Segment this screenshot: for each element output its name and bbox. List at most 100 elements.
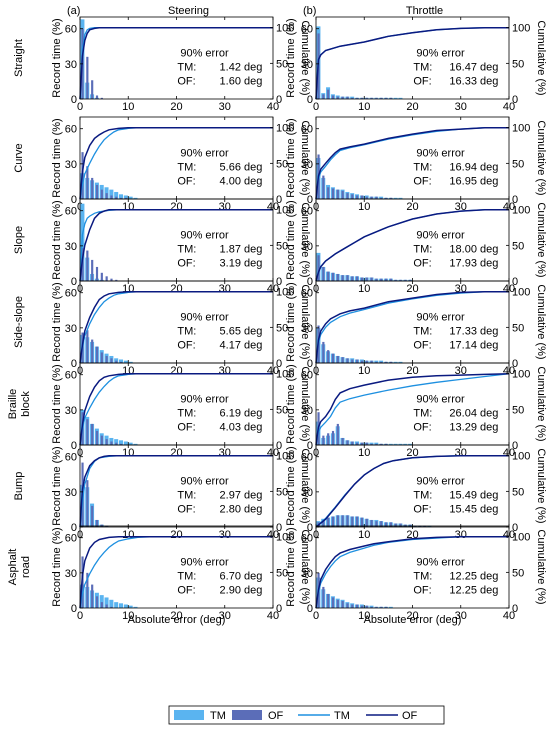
- of-cumulative-line: [79, 290, 273, 364]
- of-bar: [322, 519, 325, 527]
- annotation-of-value: 16.33 deg: [449, 75, 498, 87]
- y-left-label: Record time (%): [285, 200, 297, 279]
- annotation-of-value: 4.17 deg: [220, 339, 263, 351]
- annotation-tm-value: 5.66 deg: [220, 161, 263, 173]
- row-label-5: Bump: [13, 472, 25, 501]
- column-title-1: Throttle: [406, 5, 443, 17]
- tm-bar: [427, 525, 432, 527]
- of-cumulative-line: [315, 126, 509, 200]
- of-bar: [95, 519, 99, 527]
- y-left-tick-label: 60: [301, 533, 313, 545]
- of-bar: [91, 80, 94, 99]
- of-bar: [351, 516, 354, 527]
- x-tick-label: 20: [406, 447, 418, 459]
- annotation-of-label: OF:: [177, 175, 195, 187]
- annotation-header: 90% error: [180, 311, 229, 323]
- x-tick-label: 30: [455, 101, 467, 113]
- y-right-tick-label: 0: [512, 522, 518, 534]
- y-left-tick-label: 30: [301, 59, 313, 71]
- annotation-header: 90% error: [180, 47, 229, 59]
- of-bar: [336, 96, 339, 99]
- of-bar: [336, 599, 339, 608]
- of-bar: [370, 360, 373, 363]
- of-bar: [115, 279, 118, 281]
- of-bar: [110, 195, 113, 199]
- annotation-tm-label: TM:: [413, 243, 432, 255]
- of-bar: [331, 272, 335, 281]
- x-tick-label: 0: [313, 101, 319, 113]
- of-bar: [351, 441, 354, 445]
- of-cumulative-line: [315, 290, 509, 364]
- x-tick-label: 20: [170, 101, 182, 113]
- x-tick-label: 20: [406, 610, 418, 622]
- tm-bar: [99, 595, 104, 608]
- y-right-tick-label: 100: [276, 287, 294, 299]
- of-bar: [95, 95, 99, 99]
- of-bar: [360, 605, 364, 608]
- annotation-header: 90% error: [416, 556, 465, 568]
- row-label-3: Side-slope: [13, 296, 25, 348]
- of-bar: [327, 350, 330, 363]
- of-bar: [110, 278, 113, 281]
- y-right-label: Cumulative (%): [535, 20, 547, 95]
- annotation-header: 90% error: [180, 147, 229, 159]
- annotation-of-value: 4.03 deg: [220, 421, 263, 433]
- of-bar: [86, 480, 89, 527]
- x-tick-label: 30: [455, 201, 467, 213]
- y-left-label: Record time (%): [285, 118, 297, 197]
- annotation-header: 90% error: [180, 229, 229, 241]
- annotation-tm-value: 18.00 deg: [449, 243, 498, 255]
- of-bar: [86, 250, 89, 281]
- tm-bar: [123, 604, 128, 608]
- y-left-tick-label: 60: [301, 452, 313, 464]
- annotation-tm-value: 17.33 deg: [449, 325, 498, 337]
- of-bar: [86, 572, 89, 608]
- annotation-of-label: OF:: [413, 257, 431, 269]
- of-bar: [380, 278, 383, 281]
- of-bar: [100, 272, 103, 281]
- of-bar: [380, 443, 383, 445]
- of-bar: [346, 603, 349, 608]
- y-left-tick-label: 30: [65, 241, 77, 253]
- x-tick-label: 30: [219, 529, 231, 541]
- tm-bar: [408, 443, 413, 445]
- of-bar: [327, 433, 330, 445]
- x-tick-label: 0: [77, 101, 83, 113]
- of-bar: [380, 606, 383, 608]
- row-label-text: Straight: [13, 39, 25, 77]
- of-bar: [331, 430, 335, 445]
- y-right-label: Cumulative (%): [535, 529, 547, 604]
- y-left-tick-label: 60: [65, 124, 77, 136]
- annotation-of-label: OF:: [177, 75, 195, 87]
- annotation-of-label: OF:: [177, 421, 195, 433]
- x-tick-label: 40: [503, 101, 515, 113]
- y-right-tick-label: 100: [276, 451, 294, 463]
- annotation-tm-value: 1.42 deg: [220, 61, 263, 73]
- tm-bar: [109, 189, 114, 199]
- of-bar: [375, 97, 378, 99]
- annotation-tm-label: TM:: [413, 570, 432, 582]
- tm-cumulative-line: [315, 373, 510, 446]
- of-bar: [380, 97, 383, 99]
- of-bar: [370, 519, 373, 527]
- of-bar: [341, 437, 344, 445]
- annotation-of-value: 4.00 deg: [220, 175, 263, 187]
- of-cumulative-line: [79, 126, 273, 200]
- annotation-of-label: OF:: [177, 584, 195, 596]
- of-bar: [365, 442, 368, 445]
- of-bar: [100, 189, 103, 199]
- x-tick-label: 40: [267, 610, 279, 622]
- tm-bar: [119, 603, 124, 608]
- tm-bar: [114, 602, 119, 608]
- y-left-tick-label: 0: [71, 358, 77, 370]
- annotation-header: 90% error: [180, 556, 229, 568]
- tm-bar: [133, 606, 138, 608]
- x-tick-label: 10: [358, 610, 370, 622]
- of-bar: [322, 341, 325, 363]
- y-right-tick-label: 0: [276, 440, 282, 452]
- of-bar: [375, 361, 378, 363]
- tm-bar: [128, 361, 133, 363]
- of-bar: [423, 525, 426, 527]
- y-right-tick-label: 50: [276, 158, 288, 170]
